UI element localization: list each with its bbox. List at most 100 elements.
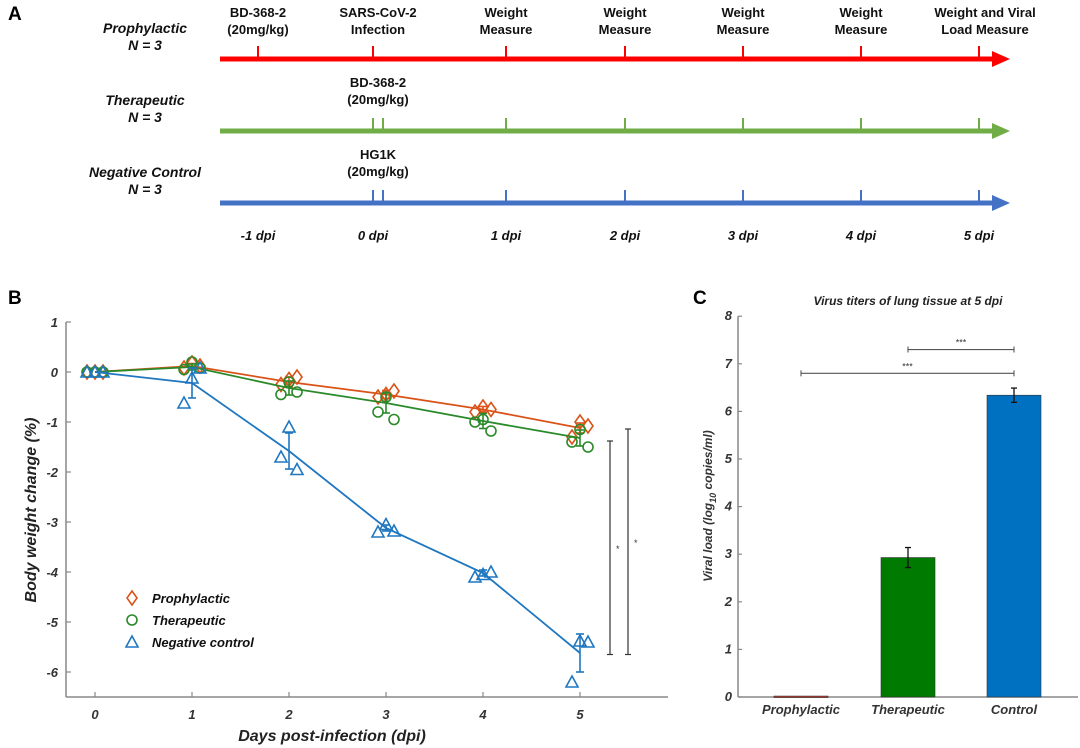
circle-legend-icon	[126, 614, 138, 626]
data-point	[380, 391, 392, 403]
timeline-treatment-label: BD-368-2	[350, 75, 406, 90]
timeline-event-label: Weight	[603, 5, 647, 20]
timeline-day-label: 1 dpi	[491, 228, 522, 243]
timeline-day-label: -1 dpi	[241, 228, 276, 243]
timeline-event-label: Measure	[480, 22, 533, 37]
y-axis-title-c-subscript: 10	[708, 493, 718, 503]
y-axis-title-c: Viral load (log10 copies/ml)	[701, 430, 718, 582]
timeline-event-label: Weight	[839, 5, 883, 20]
timeline-event-label: Measure	[717, 22, 770, 37]
y-tick-label-b: 1	[51, 315, 58, 330]
x-tick-label-b: 1	[188, 707, 195, 722]
timeline-group-name: Negative Control	[89, 164, 202, 180]
panel-label-c: C	[693, 288, 707, 309]
timeline-group-name: Therapeutic	[105, 92, 185, 108]
series-negative-control	[79, 360, 596, 688]
legend-label: Negative control	[152, 635, 254, 650]
x-tick-label-c: Prophylactic	[762, 702, 841, 717]
series-line	[94, 371, 581, 654]
x-axis-title-b: Days post-infection (dpi)	[238, 728, 426, 745]
data-point	[370, 524, 386, 538]
y-tick-label-b: -6	[46, 665, 58, 680]
data-point	[378, 516, 394, 531]
y-tick-label-b: -4	[46, 565, 58, 580]
timeline-event-label: (20mg/kg)	[227, 22, 288, 37]
data-point	[283, 376, 295, 388]
y-tick-label-c: 2	[724, 594, 733, 609]
timeline-treatment-label: HG1K	[360, 147, 397, 162]
panel-label-a: A	[8, 4, 22, 25]
x-tick-label-c: Therapeutic	[871, 702, 945, 717]
data-point	[566, 436, 578, 448]
legend-label: Prophylactic	[152, 591, 231, 606]
timeline-day-label: 0 dpi	[358, 228, 389, 243]
data-point	[95, 364, 111, 378]
data-point	[372, 406, 384, 418]
data-point	[580, 634, 596, 648]
y-tick-label-b: -5	[46, 615, 58, 630]
panel-label-b: B	[8, 288, 22, 309]
timeline-day-label: 3 dpi	[728, 228, 759, 243]
significance-label: ***	[956, 338, 967, 348]
data-point	[485, 401, 497, 418]
timeline-arrow-icon	[992, 195, 1010, 211]
data-point	[485, 425, 497, 437]
bar-therapeutic	[880, 557, 936, 698]
data-point	[582, 441, 594, 453]
x-tick-label-b: 0	[91, 707, 99, 722]
data-point	[572, 633, 588, 647]
significance-label: *	[634, 538, 638, 548]
data-point	[87, 364, 103, 378]
bar-control	[986, 394, 1042, 698]
data-point	[574, 423, 586, 436]
diamond-legend-icon	[126, 589, 138, 607]
y-tick-label-b: -3	[46, 515, 58, 530]
data-point	[386, 523, 402, 537]
timeline-event-label: Measure	[835, 22, 888, 37]
x-tick-label-b: 4	[478, 707, 487, 722]
data-point	[275, 388, 287, 401]
timeline-treatment-label: (20mg/kg)	[347, 164, 408, 179]
data-point	[582, 417, 594, 435]
triangle-legend-icon	[124, 634, 140, 648]
data-point	[273, 449, 289, 463]
significance-label: *	[616, 544, 620, 554]
x-tick-label-b: 5	[576, 707, 584, 722]
series-therapeutic	[81, 356, 594, 453]
data-point	[469, 416, 481, 428]
panel-a-timeline: A BD-368-2 (20mg/kg) SARS-CoV-2 Infection We…	[8, 4, 1036, 243]
data-point	[184, 370, 200, 384]
timeline-event-label: Infection	[351, 22, 405, 37]
data-point	[291, 368, 303, 386]
series-line	[94, 365, 581, 429]
timeline-group-n: N = 3	[128, 181, 162, 197]
y-tick-label-c: 4	[724, 499, 733, 514]
timeline-group-name: Prophylactic	[103, 20, 187, 36]
y-tick-label-c: 0	[725, 689, 733, 704]
timeline-day-label: 4 dpi	[845, 228, 877, 243]
series-line	[94, 366, 581, 439]
data-point	[192, 360, 208, 374]
y-tick-label-c: 6	[725, 403, 733, 418]
data-point	[176, 395, 192, 409]
y-tick-label-c: 7	[725, 356, 733, 371]
y-axis-title-b: Body weight change (%)	[23, 418, 40, 603]
data-point	[178, 363, 190, 376]
chart-title-c: Virus titers of lung tissue at 5 dpi	[814, 294, 1004, 308]
x-tick-label-b: 2	[284, 707, 293, 722]
data-point	[566, 428, 578, 446]
y-tick-label-c: 1	[725, 641, 732, 656]
x-tick-label-c: Control	[991, 702, 1038, 717]
timeline-event-label: Weight and Viral	[934, 5, 1035, 20]
timeline-day-label: 2 dpi	[609, 228, 641, 243]
data-point	[388, 413, 400, 426]
data-point	[186, 356, 198, 368]
timeline-event-label: SARS-CoV-2	[339, 5, 416, 20]
data-point	[564, 674, 580, 688]
y-axis-title-c-part2: copies/ml)	[701, 430, 715, 493]
data-point	[477, 413, 489, 426]
bar-prophylactic	[773, 695, 829, 698]
timeline-day-label: 5 dpi	[964, 228, 995, 243]
timeline-event-label: Weight	[721, 5, 765, 20]
